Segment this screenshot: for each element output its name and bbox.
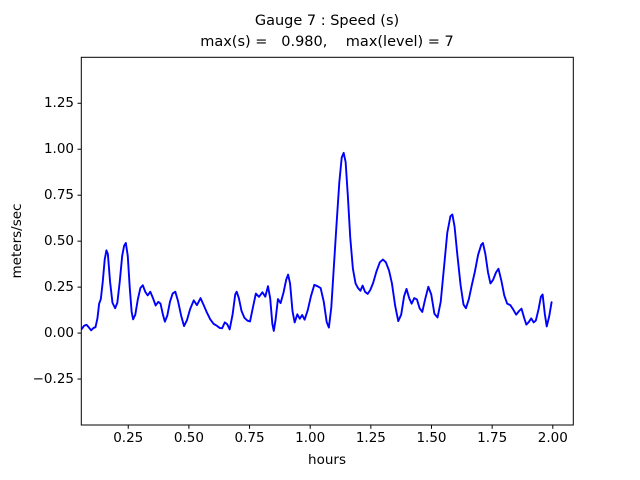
chart-title: Gauge 7 : Speed (s) (254, 13, 400, 29)
x-axis-label: hours (308, 452, 346, 468)
x-tick-label: 1.25 (355, 430, 386, 446)
axes-box (80, 56, 574, 426)
y-tick-label: 0.25 (43, 278, 74, 295)
y-tick-label: 1.00 (43, 140, 74, 157)
tick-marks (77, 102, 554, 429)
y-tick-label: 0.00 (43, 324, 74, 341)
y-tick-label: 0.75 (43, 186, 74, 203)
chart-subtitle: max(s) = 0.980, max(level) = 7 (200, 34, 454, 50)
y-tick-label: −0.25 (32, 370, 74, 387)
speed-line-series (81, 151, 553, 332)
x-tick-label: 1.75 (477, 430, 508, 446)
x-tick-label: 1.00 (295, 430, 326, 446)
y-axis-label: meters/sec (9, 203, 25, 279)
x-tick-label: 0.75 (234, 430, 265, 446)
y-tick-label: 0.50 (43, 232, 74, 249)
x-tick-label: 1.50 (416, 430, 447, 446)
y-tick-label: 1.25 (43, 94, 74, 111)
x-tick-label: 2.00 (537, 430, 568, 446)
x-tick-label: 0.25 (113, 430, 144, 446)
x-tick-label: 0.50 (173, 430, 204, 446)
